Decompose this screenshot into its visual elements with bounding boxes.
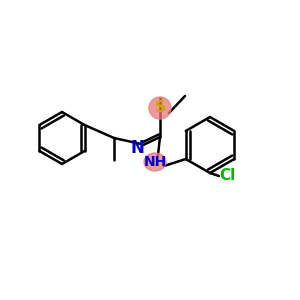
Text: NH: NH	[143, 155, 167, 169]
Text: Cl: Cl	[219, 169, 235, 184]
Text: S: S	[154, 100, 166, 116]
Ellipse shape	[144, 153, 166, 171]
Circle shape	[149, 97, 171, 119]
Text: N: N	[130, 139, 144, 157]
